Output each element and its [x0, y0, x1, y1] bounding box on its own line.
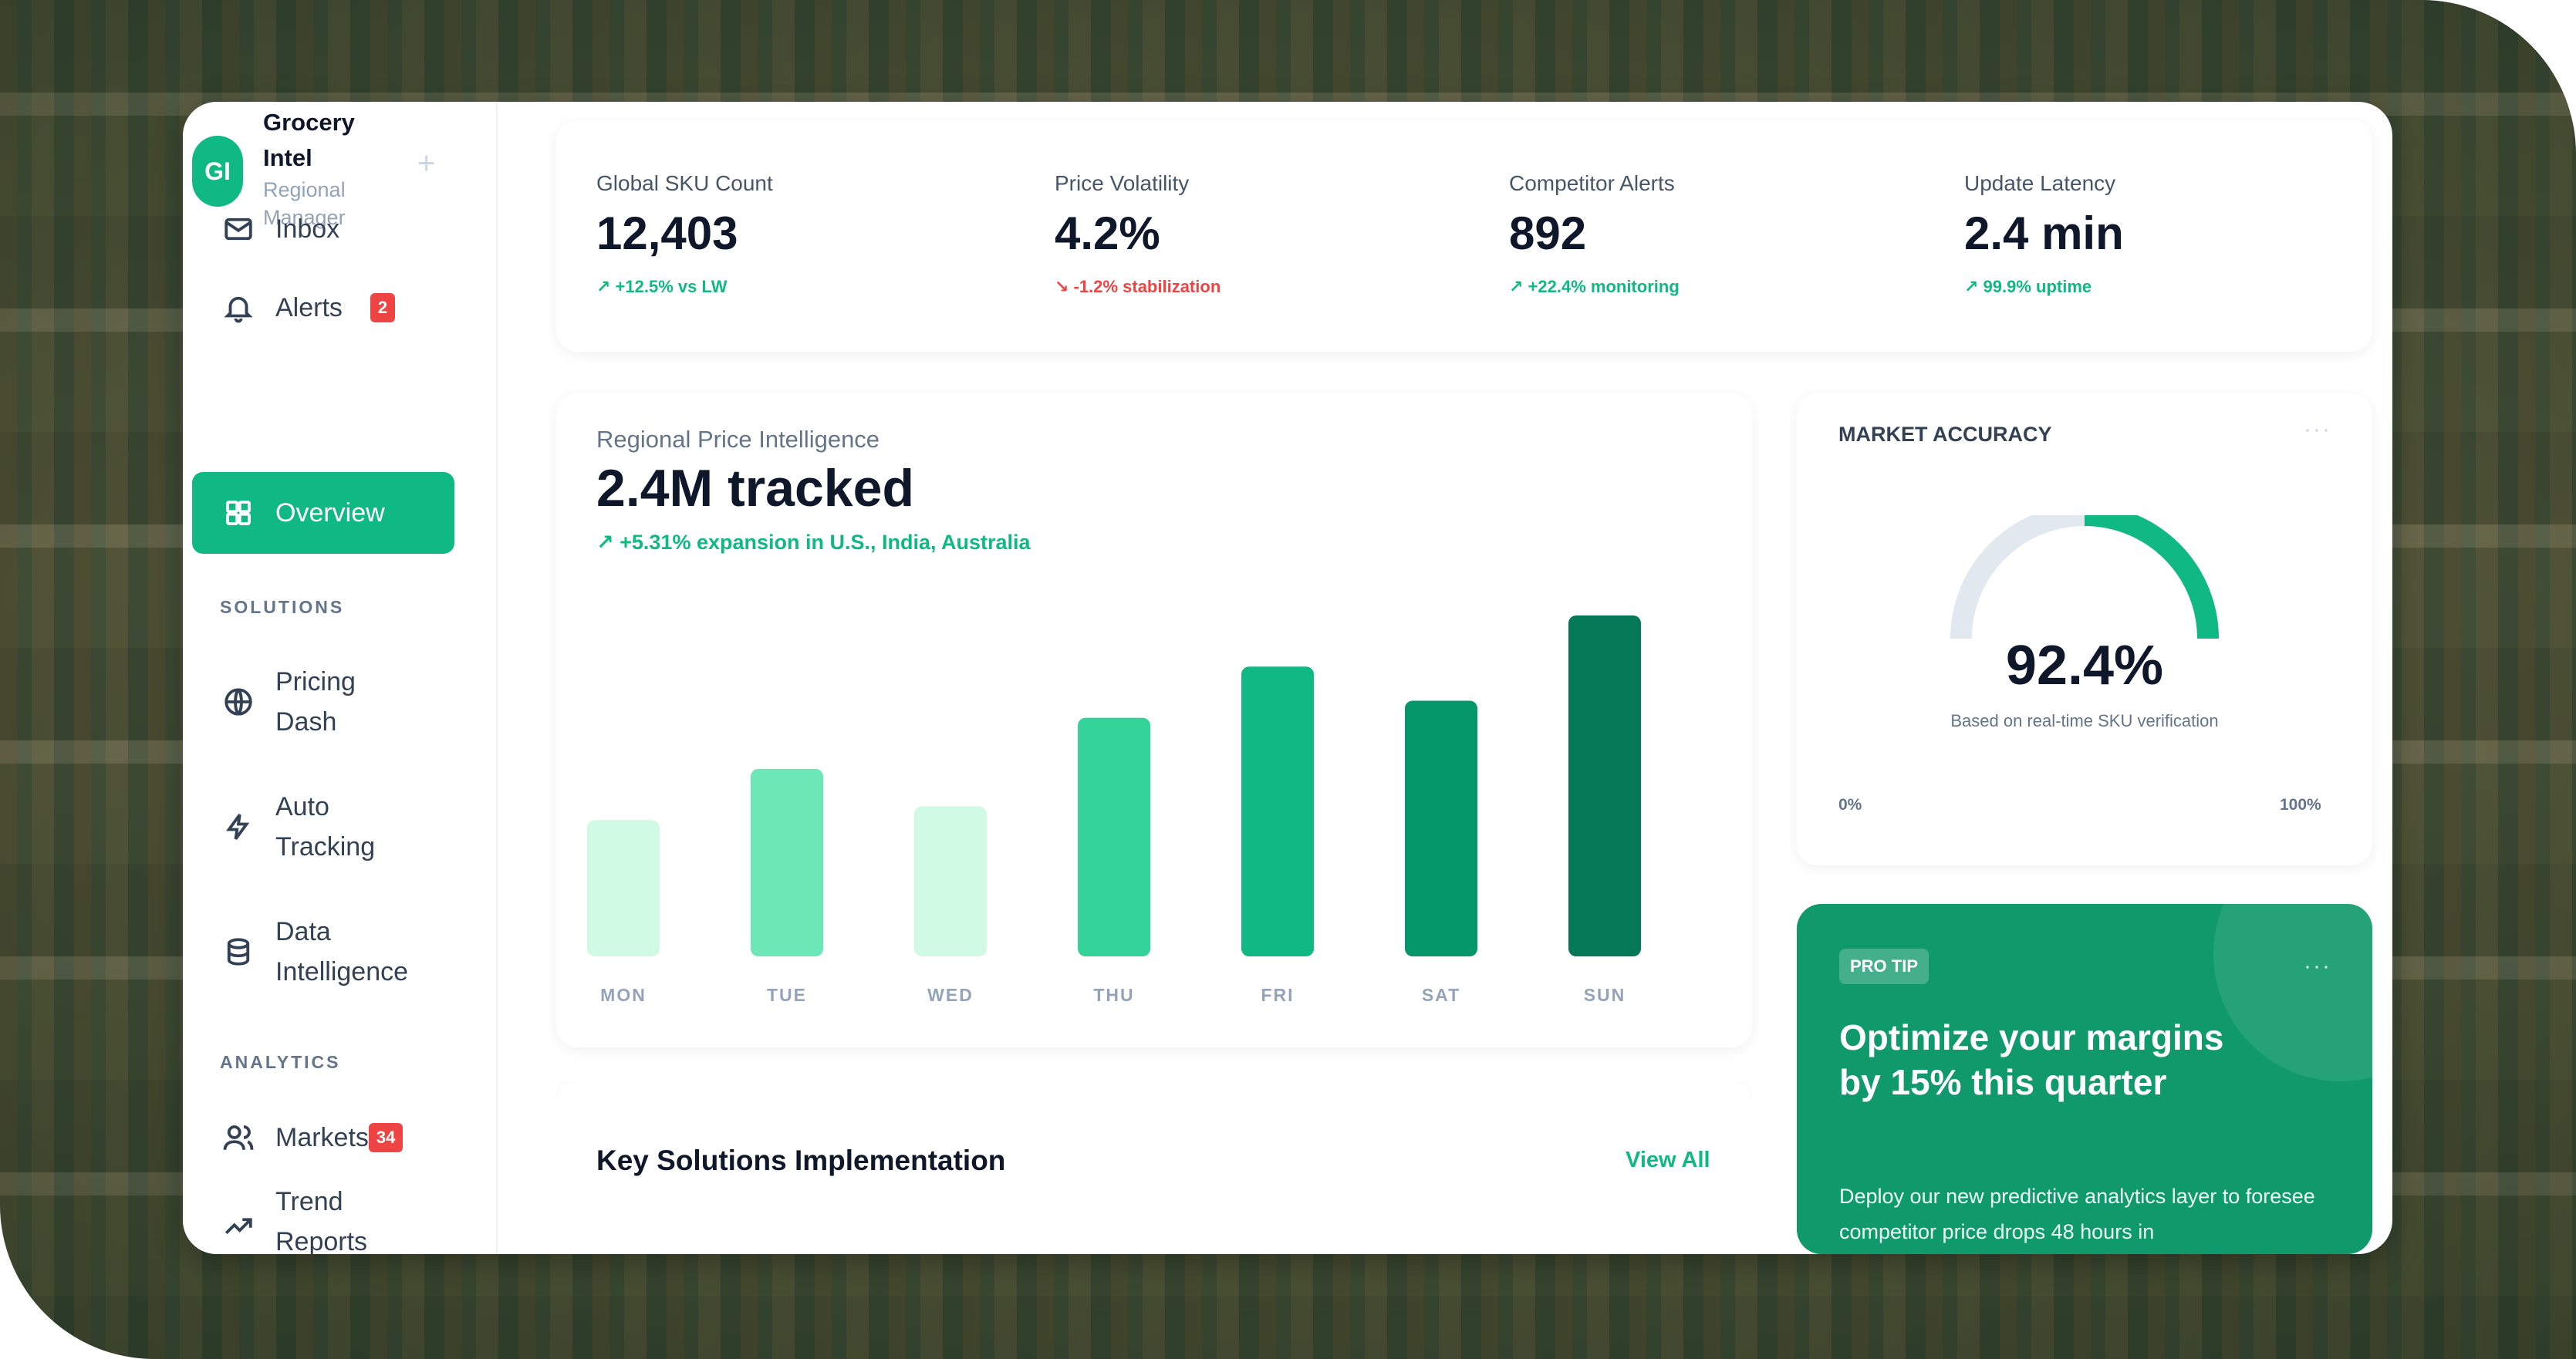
- sidebar-item-label: Data Intelligence: [275, 917, 409, 986]
- kpi-label: Update Latency: [1964, 171, 2116, 195]
- view-all-link[interactable]: View All: [1626, 1148, 1710, 1172]
- kpi-card: Global SKU Count 12,403 ↗ +12.5% vs LW P…: [556, 120, 2372, 352]
- gauge-max-label: 100%: [2280, 796, 2321, 814]
- tick-label-sat: SAT: [1422, 985, 1460, 1005]
- market-accuracy-card: [1797, 393, 2372, 865]
- bell-icon: [220, 289, 257, 326]
- accuracy-note: Based on real-time SKU verification: [1950, 711, 2219, 730]
- sidebar-item-inbox[interactable]: Inbox: [192, 188, 454, 270]
- bar-fri[interactable]: [1241, 666, 1314, 956]
- sidebar-item-label: Inbox: [275, 214, 340, 244]
- bar-mon[interactable]: [587, 820, 660, 956]
- kpi-delta: ↗ +12.5% vs LW: [596, 277, 728, 296]
- tick-label-wed: WED: [927, 985, 974, 1005]
- bar-chart: MON TUE WED THU FRI SAT SUN: [587, 615, 1641, 1005]
- sidebar-item-label: Pricing Dash: [275, 667, 356, 737]
- kpi-price-volatility: Price Volatility 4.2% ↘ -1.2% stabilizat…: [1055, 171, 1220, 297]
- chart-title: 2.4M tracked: [596, 459, 914, 518]
- trend-icon: [220, 1208, 257, 1245]
- tick-label-sun: SUN: [1584, 985, 1626, 1005]
- sidebar-item-label: Auto Tracking: [275, 792, 376, 862]
- sidebar-item-data-intelligence[interactable]: Data Intelligence: [192, 905, 454, 998]
- kpi-value: 4.2%: [1055, 207, 1160, 259]
- analytics-section-label: ANALYTICS: [220, 1052, 341, 1072]
- pro-tip-badge: PRO TIP: [1839, 949, 1929, 984]
- sidebar: GI Grocery Intel Regional Manager + Inbo…: [183, 102, 498, 1254]
- solutions-section-label: SOLUTIONS: [220, 597, 345, 617]
- tick-label-thu: THU: [1093, 985, 1134, 1005]
- pro-tip-card: [1797, 904, 2372, 1254]
- bar-tue[interactable]: [751, 768, 823, 956]
- accuracy-title: MARKET ACCURACY: [1838, 423, 2052, 446]
- kpi-label: Competitor Alerts: [1509, 171, 1675, 195]
- kpi-delta: ↗ 99.9% uptime: [1964, 277, 2092, 296]
- sidebar-item-alerts[interactable]: Alerts 2: [192, 267, 454, 349]
- sidebar-item-pricing-dash[interactable]: Pricing Dash: [192, 656, 454, 748]
- tick-label-mon: MON: [600, 985, 647, 1005]
- sidebar-item-auto-tracking[interactable]: Auto Tracking: [192, 781, 454, 873]
- kpi-label: Global SKU Count: [596, 171, 773, 195]
- kpi-label: Price Volatility: [1055, 171, 1190, 195]
- sidebar-item-label: Trend Reports: [275, 1187, 368, 1254]
- tip-menu-icon[interactable]: ···: [2304, 953, 2331, 979]
- brand-name: Grocery Intel: [263, 109, 355, 171]
- sidebar-item-label: Alerts: [275, 292, 343, 322]
- solutions-title: Key Solutions Implementation: [596, 1145, 1006, 1176]
- gauge-min-label: 0%: [1838, 796, 1862, 814]
- kpi-delta: ↘ -1.2% stabilization: [1055, 277, 1221, 296]
- alerts-badge: 2: [370, 293, 396, 322]
- sidebar-item-label: Overview: [275, 497, 385, 528]
- kpi-sku-count: Global SKU Count 12,403 ↗ +12.5% vs LW: [596, 171, 773, 297]
- bar-sat[interactable]: [1405, 700, 1477, 957]
- add-icon[interactable]: +: [417, 147, 436, 180]
- gauge-track: [1950, 515, 2219, 639]
- tick-label-tue: TUE: [767, 985, 807, 1005]
- tip-text: Deploy our new predictive analytics laye…: [1839, 1185, 2315, 1243]
- kpi-value: 2.4 min: [1964, 207, 2124, 259]
- chart-annotation: ↗ +5.31% expansion in U.S., India, Austr…: [596, 531, 1031, 554]
- bar-sun[interactable]: [1568, 615, 1641, 956]
- kpi-value: 12,403: [596, 207, 738, 259]
- sidebar-item-markets[interactable]: Markets 34: [192, 1097, 454, 1179]
- bar-wed[interactable]: [914, 806, 987, 956]
- users-icon: [220, 1119, 257, 1156]
- database-icon: [220, 933, 257, 970]
- grid-icon: [220, 494, 257, 531]
- accuracy-value: 92.4%: [2005, 635, 2164, 696]
- solutions-card-clip: Key Solutions Implementation View All: [556, 1081, 1752, 1254]
- mail-icon: [220, 211, 257, 248]
- brand-logo: GI: [192, 136, 243, 207]
- kpi-delta: ↗ +22.4% monitoring: [1509, 277, 1680, 296]
- brand-role: Regional Manager: [263, 178, 346, 229]
- sidebar-item-label: Markets: [275, 1122, 369, 1152]
- sidebar-item-overview[interactable]: Overview: [192, 472, 454, 554]
- globe-icon: [220, 683, 257, 720]
- gauge-fill: [2084, 515, 2219, 639]
- tip-title: Optimize your margins by 15% this quarte…: [1839, 1017, 2224, 1102]
- kpi-competitor-alerts: Competitor Alerts 892 ↗ +22.4% monitorin…: [1509, 171, 1680, 297]
- bar-thu[interactable]: [1078, 717, 1150, 956]
- tick-label-fri: FRI: [1261, 985, 1294, 1005]
- chart-subtitle: Regional Price Intelligence: [596, 426, 880, 453]
- kpi-update-latency: Update Latency 2.4 min ↗ 99.9% uptime: [1964, 171, 2124, 297]
- solutions-card: [556, 1081, 1752, 1254]
- bolt-icon: [220, 808, 257, 845]
- kpi-value: 892: [1509, 207, 1587, 259]
- accuracy-gauge: [1950, 515, 2219, 639]
- accuracy-menu-icon[interactable]: ···: [2304, 416, 2331, 442]
- sidebar-item-trend-reports[interactable]: Trend Reports: [192, 1182, 454, 1254]
- markets-badge: 34: [368, 1123, 403, 1152]
